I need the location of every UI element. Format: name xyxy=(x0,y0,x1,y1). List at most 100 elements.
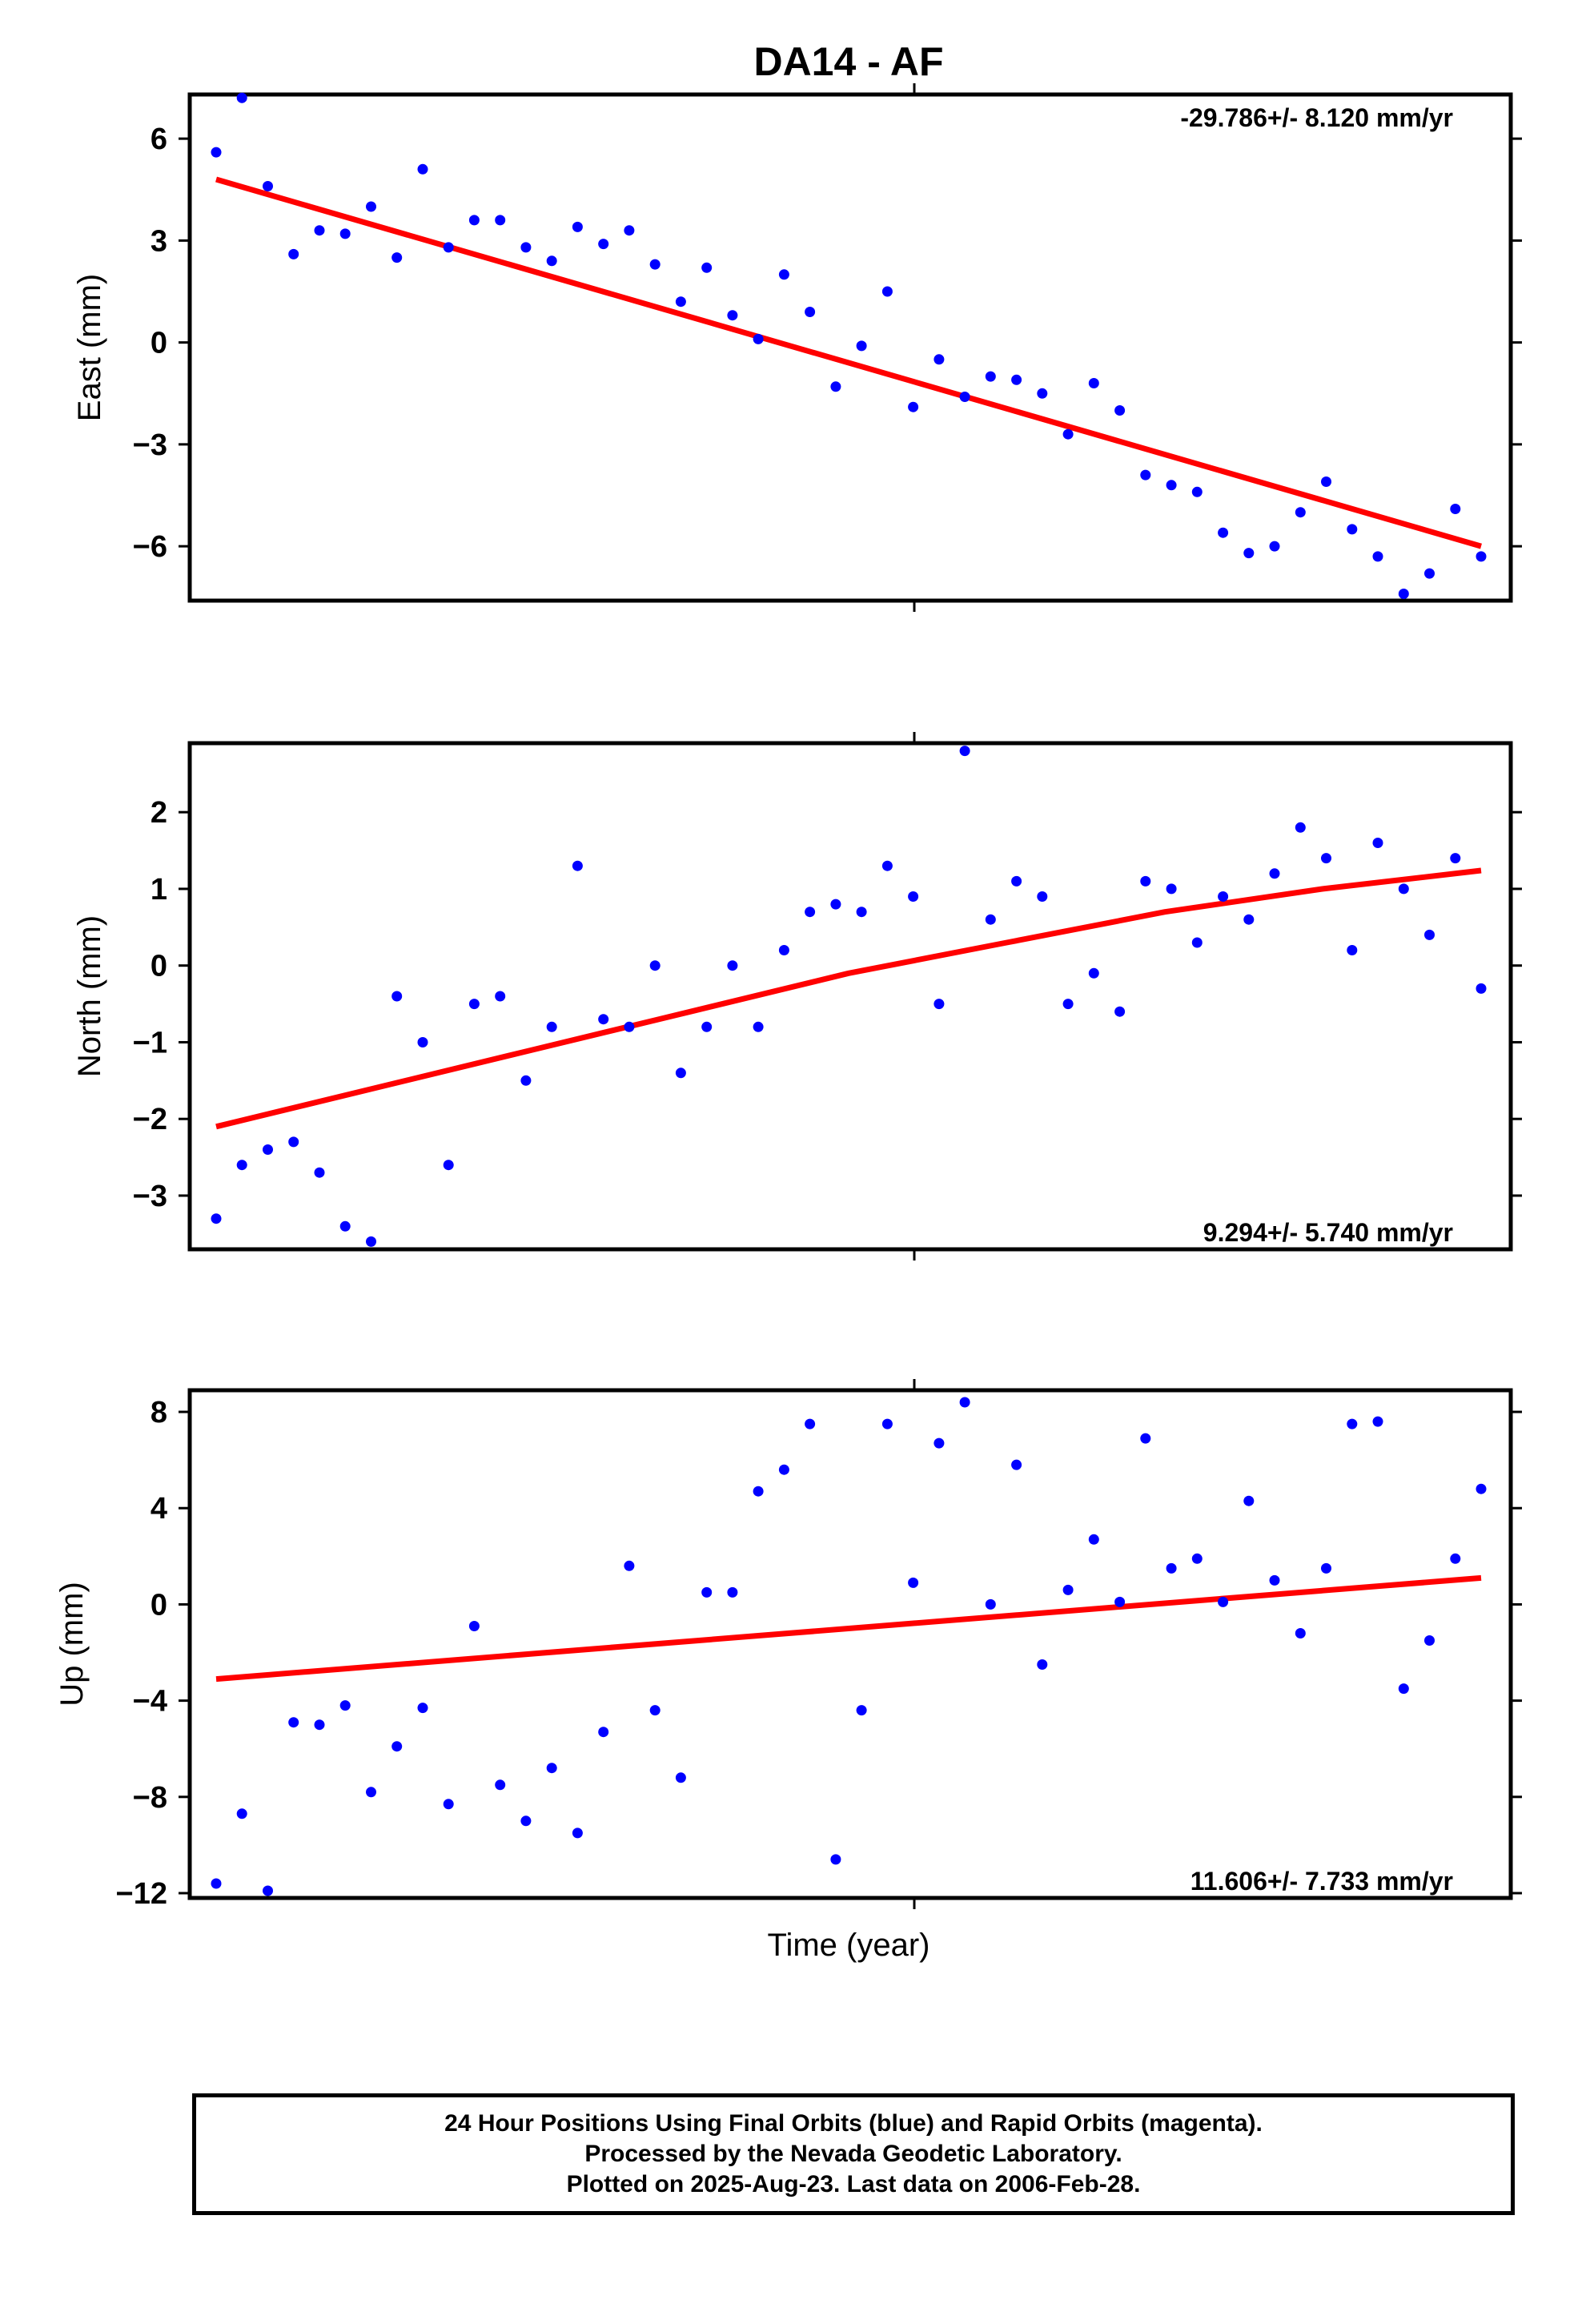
data-point xyxy=(881,286,893,297)
y-tick-label: 0 xyxy=(151,1588,167,1622)
data-point xyxy=(1088,378,1099,388)
data-point xyxy=(934,354,945,365)
data-point xyxy=(391,1741,403,1752)
data-point xyxy=(366,201,376,212)
data-point xyxy=(1114,1596,1126,1607)
data-point xyxy=(727,1586,738,1598)
data-point xyxy=(985,914,996,925)
data-point xyxy=(1372,1416,1383,1427)
y-axis-label: Up (mm) xyxy=(54,1582,90,1707)
panel-1: 6 3 0 −3 −6 East (mm) -29.786+/- 8.120 mm/yr xyxy=(72,83,1522,612)
data-point xyxy=(339,1220,351,1232)
data-point xyxy=(778,945,789,955)
data-point xyxy=(1347,1418,1358,1429)
data-point xyxy=(1218,1596,1229,1607)
data-point xyxy=(1476,551,1487,562)
data-point xyxy=(1347,945,1358,955)
data-point xyxy=(1269,1574,1280,1586)
data-point xyxy=(1243,914,1255,925)
data-point xyxy=(830,899,841,910)
data-point xyxy=(495,1779,506,1791)
data-point xyxy=(830,1854,841,1865)
data-point xyxy=(520,242,532,253)
data-point xyxy=(288,1136,299,1148)
data-point xyxy=(1243,1495,1255,1506)
x-axis-label: Time (year) xyxy=(768,1928,930,1963)
data-point xyxy=(417,1703,428,1714)
data-point xyxy=(1191,937,1203,948)
data-point xyxy=(624,1560,635,1571)
data-point xyxy=(778,269,789,280)
data-point xyxy=(1295,1628,1306,1638)
y-tick-label: 2 xyxy=(151,796,167,830)
data-point xyxy=(1372,551,1383,562)
data-point xyxy=(1011,374,1022,385)
data-point xyxy=(856,340,867,352)
data-point xyxy=(236,92,247,103)
y-tick-label: −1 xyxy=(133,1026,167,1059)
data-point xyxy=(675,296,686,308)
data-point xyxy=(856,907,867,918)
data-point xyxy=(1114,405,1126,416)
data-point xyxy=(1295,822,1306,833)
data-point xyxy=(727,310,738,321)
data-point xyxy=(1140,469,1151,480)
y-tick-label: −12 xyxy=(116,1877,167,1911)
caption-line-3: Plotted on 2025-Aug-23. Last data on 200… xyxy=(566,2171,1141,2197)
data-point xyxy=(1166,883,1177,895)
data-point xyxy=(701,1586,713,1598)
data-point xyxy=(263,1885,273,1896)
data-point xyxy=(546,255,557,267)
data-point xyxy=(934,999,945,1010)
data-point xyxy=(624,1021,635,1032)
data-point xyxy=(288,248,299,259)
data-point xyxy=(495,991,506,1002)
y-tick-label: −3 xyxy=(133,1180,167,1213)
data-point xyxy=(1243,548,1255,559)
caption-line-1: 24 Hour Positions Using Final Orbits (bl… xyxy=(444,2110,1263,2137)
data-point xyxy=(649,259,661,270)
data-point xyxy=(598,1014,609,1025)
y-tick-label: −6 xyxy=(133,530,167,564)
data-point xyxy=(572,221,583,232)
data-point xyxy=(236,1808,247,1819)
data-point xyxy=(959,392,970,402)
data-point xyxy=(1166,1562,1177,1574)
data-point xyxy=(856,1705,867,1716)
data-point xyxy=(934,1437,945,1449)
y-tick-label: 0 xyxy=(151,950,167,983)
y-tick-label: −3 xyxy=(133,428,167,462)
data-point xyxy=(263,1144,273,1155)
data-point xyxy=(1450,853,1461,864)
data-point xyxy=(391,991,403,1002)
y-tick-label: 8 xyxy=(151,1396,167,1429)
data-point xyxy=(1450,504,1461,514)
data-point xyxy=(339,228,351,239)
data-point xyxy=(959,746,970,757)
data-point xyxy=(649,1705,661,1716)
data-point xyxy=(417,1037,428,1047)
data-point xyxy=(1424,929,1435,940)
data-point xyxy=(211,1878,222,1889)
data-point xyxy=(881,860,893,871)
data-point xyxy=(1424,1635,1435,1646)
data-point xyxy=(1321,853,1331,864)
data-point xyxy=(1166,480,1177,491)
data-point xyxy=(1347,524,1358,535)
data-point xyxy=(908,891,919,902)
data-point xyxy=(675,1068,686,1079)
data-point xyxy=(1114,1006,1126,1017)
data-point xyxy=(572,1827,583,1839)
data-point xyxy=(727,960,738,971)
data-point xyxy=(881,1418,893,1429)
caption-line-2: Processed by the Nevada Geodetic Laborat… xyxy=(584,2141,1122,2167)
data-point xyxy=(546,1763,557,1774)
panel-3: 8 4 0 −4 −8 −12 Up (mm) 11.606+/- 7.733 mm/yr Ti… xyxy=(54,1379,1522,1963)
y-tick-label: −8 xyxy=(133,1781,167,1815)
data-point xyxy=(1295,507,1306,518)
panel-2: 2 1 0 −1 −2 −3 North (mm) 9.294+/- 5.740 mm/yr xyxy=(72,732,1522,1261)
data-point xyxy=(675,1772,686,1783)
y-axis-label: East (mm) xyxy=(72,274,107,421)
y-tick-label: 3 xyxy=(151,224,167,258)
data-point xyxy=(1372,838,1383,848)
